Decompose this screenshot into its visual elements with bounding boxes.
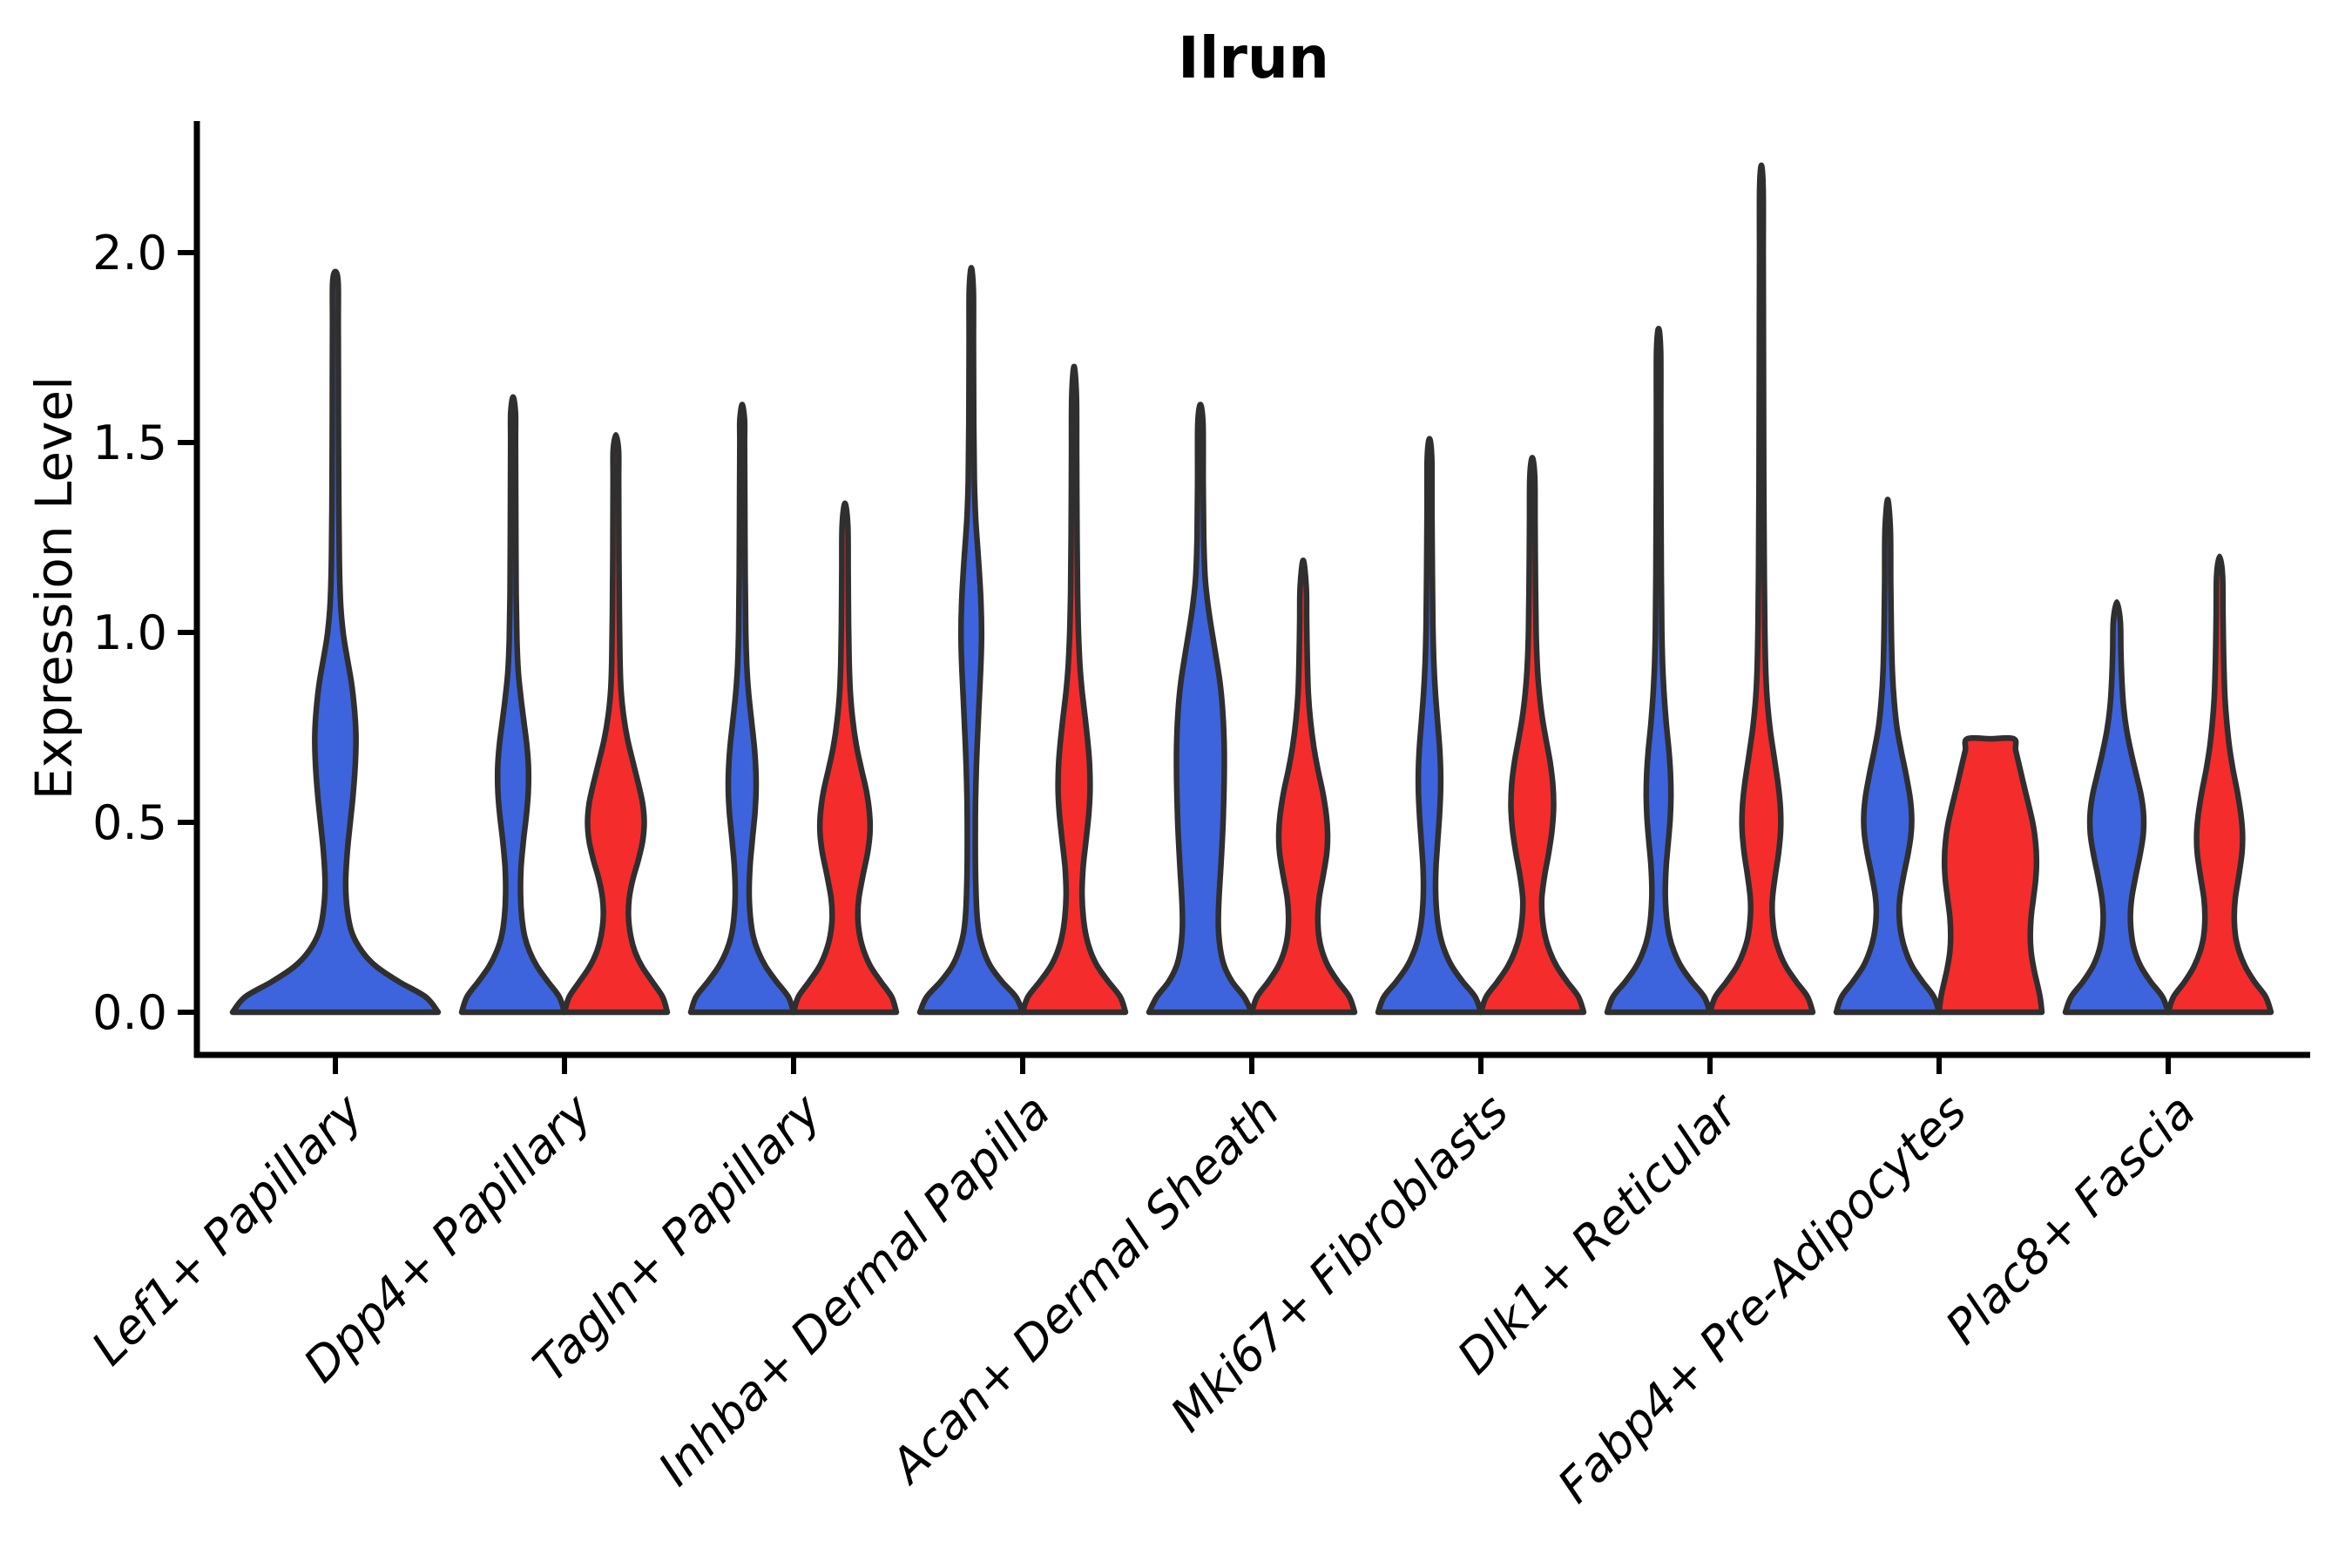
- x-tick-label-inhba-dermal-papilla: Inhba+ Dermal Papilla: [648, 1084, 1061, 1497]
- x-tick-label-fabp4-pre-adipocytes: Fabp4+ Pre-Adipocytes: [1547, 1084, 1977, 1513]
- violin-inhba-dermal-papilla-blue: [916, 265, 1026, 1016]
- y-tick-label: 2.0: [92, 226, 167, 280]
- violin-fabp4-pre-adipocytes-blue: [1833, 497, 1943, 1016]
- violin-mki67-fibroblasts-red: [1477, 455, 1587, 1016]
- violin-fabp4-pre-adipocytes-red: [1936, 734, 2045, 1016]
- y-tick-label: 0.0: [92, 985, 167, 1040]
- x-tick-label-plac8-fascia: Plac8+ Fascia: [1935, 1084, 2206, 1355]
- y-tick-label: 0.5: [92, 795, 167, 850]
- chart-title: Ilrun: [1178, 24, 1329, 91]
- y-tick-label: 1.0: [92, 605, 167, 660]
- violin-acan-dermal-sheath-blue: [1146, 402, 1255, 1016]
- violin-dpp4-papillary-red: [561, 432, 671, 1016]
- violin-plac8-fascia-red: [2165, 553, 2274, 1016]
- y-axis-label: Expression Level: [24, 375, 84, 801]
- violin-inhba-dermal-papilla-red: [1019, 363, 1129, 1016]
- x-tick-label-acan-dermal-sheath: Acan+ Dermal Sheath: [879, 1084, 1290, 1495]
- violin-dpp4-papillary-blue: [458, 394, 568, 1016]
- violin-acan-dermal-sheath-red: [1248, 557, 1358, 1016]
- violin-tagln-papillary-red: [790, 500, 900, 1016]
- violin-dlk1-reticular-blue: [1604, 325, 1713, 1016]
- violin-lef1-papillary-blue: [229, 268, 442, 1016]
- violin-tagln-papillary-blue: [687, 402, 797, 1016]
- y-tick-label: 1.5: [92, 416, 167, 470]
- violin-mki67-fibroblasts-blue: [1375, 436, 1484, 1016]
- violin-dlk1-reticular-red: [1707, 162, 1816, 1016]
- violin-plac8-fascia-blue: [2062, 598, 2172, 1016]
